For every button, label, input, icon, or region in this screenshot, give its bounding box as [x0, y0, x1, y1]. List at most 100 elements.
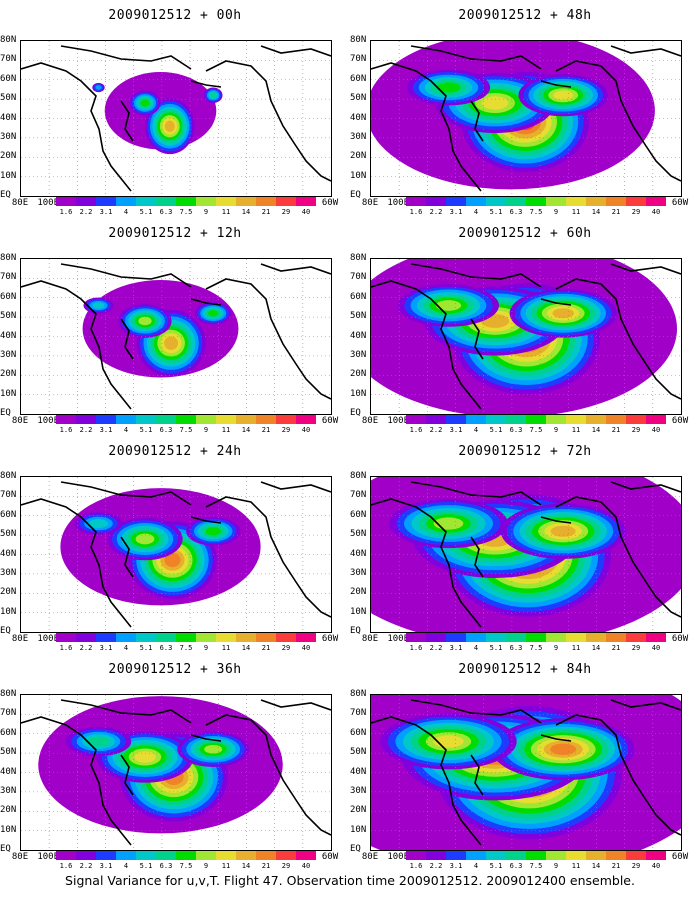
colorbar-swatch — [426, 851, 446, 860]
map-plot-area — [20, 694, 332, 851]
coastline — [21, 62, 132, 192]
colorbar-level-label: 7.5 — [529, 426, 543, 434]
map-panel: 2009012512 + 60h EQ 10N 20N 30N 40N 50N 60N 70N 8… — [350, 218, 700, 443]
colorbar-level-label: 11 — [221, 644, 231, 652]
coastline — [410, 481, 542, 506]
colorbar-level-label: 1.6 — [409, 644, 423, 652]
lat-tick-label: 80N — [350, 471, 367, 481]
lon-tick-label: 60W — [671, 198, 689, 208]
lat-tick-label: 40N — [350, 766, 367, 777]
variance-contour — [436, 82, 461, 93]
colorbar-level-label: 4 — [123, 862, 129, 870]
colorbar-level-label: 11 — [221, 426, 231, 434]
lon-tick-label: 80E — [11, 416, 29, 426]
colorbar-swatch — [566, 851, 586, 860]
panel-title: 2009012512 + 84h — [458, 662, 592, 677]
lat-tick-label: 50N — [0, 747, 17, 758]
colorbar-level-label: 14 — [241, 862, 251, 870]
coastline — [555, 496, 681, 618]
coastline — [260, 45, 331, 57]
map-plot-area — [370, 476, 682, 633]
lon-tick-label: 100E — [37, 198, 60, 208]
colorbar-level-label: 21 — [261, 644, 271, 652]
colorbar-swatch — [626, 415, 646, 424]
lat-tick-label: 50N — [0, 93, 17, 104]
lon-tick-label: 60W — [671, 852, 689, 862]
lat-tick-label: 10N — [350, 606, 367, 617]
coastline — [190, 516, 222, 524]
coastline — [610, 263, 681, 275]
colorbar-swatch — [466, 415, 486, 424]
colorbar-swatch — [646, 633, 666, 642]
colorbar-level-label: 29 — [281, 208, 291, 216]
colorbar-level-label: 5.1 — [489, 644, 503, 652]
colorbar-level-label: 40 — [651, 208, 661, 216]
lat-tick-label: 50N — [350, 529, 367, 540]
colorbar-swatch — [546, 633, 566, 642]
coastline — [260, 699, 331, 711]
lat-tick-label: 70N — [0, 54, 17, 65]
colorbar-swatch — [236, 197, 256, 206]
colorbar-level-label: 29 — [631, 426, 641, 434]
lat-tick-label: 20N — [0, 587, 17, 598]
map-plot-area — [20, 476, 332, 633]
lat-tick-label: 50N — [350, 747, 367, 758]
colorbar-swatch — [116, 197, 136, 206]
panel-title: 2009012512 + 48h — [458, 8, 592, 23]
lat-tick-label: 50N — [350, 311, 367, 322]
colorbar-level-label: 5.1 — [139, 426, 153, 434]
lat-tick-label: 50N — [350, 93, 367, 104]
colorbar-swatch — [56, 633, 76, 642]
lat-tick-label: 80N — [0, 689, 17, 699]
colorbar-level-label: 4 — [473, 644, 479, 652]
lon-tick-label: 60W — [671, 416, 689, 426]
lat-tick-label: 50N — [0, 529, 17, 540]
colorbar-level-label: 21 — [261, 426, 271, 434]
lat-tick-label: 10N — [350, 824, 367, 835]
colorbar-swatch — [76, 415, 96, 424]
lat-tick-label: EQ — [0, 844, 11, 854]
colorbar-level-label: 3.1 — [99, 426, 113, 434]
colorbar-swatch — [486, 633, 506, 642]
variance-contour — [550, 743, 577, 755]
lon-tick-label: 80E — [11, 634, 29, 644]
colorbar-swatch — [586, 415, 606, 424]
lat-tick-label: 80N — [0, 471, 17, 481]
lon-tick-label: 80E — [11, 852, 29, 862]
colorbar-level-label: 14 — [591, 644, 601, 652]
colorbar-level-label: 21 — [611, 644, 621, 652]
colorbar-swatch — [586, 633, 606, 642]
colorbar-level-label: 4 — [473, 862, 479, 870]
colorbar-level-label: 21 — [611, 862, 621, 870]
colorbar-swatch — [486, 197, 506, 206]
lat-tick-label: 40N — [0, 548, 17, 559]
colorbar-level-label: 2.2 — [79, 208, 93, 216]
colorbar-level-label: 14 — [591, 208, 601, 216]
colorbar-swatch — [56, 851, 76, 860]
colorbar-swatch — [566, 197, 586, 206]
coastline — [540, 80, 572, 88]
colorbar-level-label: 9 — [203, 644, 209, 652]
lat-tick-label: 80N — [0, 253, 17, 263]
colorbar-swatch — [546, 851, 566, 860]
variance-contour — [92, 302, 105, 309]
lon-tick-label: 80E — [361, 198, 379, 208]
colorbar-swatch — [506, 197, 526, 206]
lat-tick-label: EQ — [350, 190, 361, 200]
lat-tick-label: 30N — [350, 349, 367, 360]
variance-contour — [140, 99, 150, 107]
coastline — [371, 280, 482, 410]
colorbar-swatch — [296, 633, 316, 642]
colorbar-level-label: 40 — [651, 644, 661, 652]
colorbar — [406, 197, 666, 206]
coastline — [555, 278, 681, 400]
colorbar-swatch — [76, 197, 96, 206]
colorbar-level-label: 40 — [651, 862, 661, 870]
colorbar-swatch — [196, 851, 216, 860]
colorbar-swatch — [116, 415, 136, 424]
colorbar-swatch — [256, 415, 276, 424]
lon-tick-label: 100E — [387, 198, 410, 208]
colorbar-swatch — [236, 633, 256, 642]
coastline — [21, 716, 132, 846]
coastline — [190, 80, 222, 88]
